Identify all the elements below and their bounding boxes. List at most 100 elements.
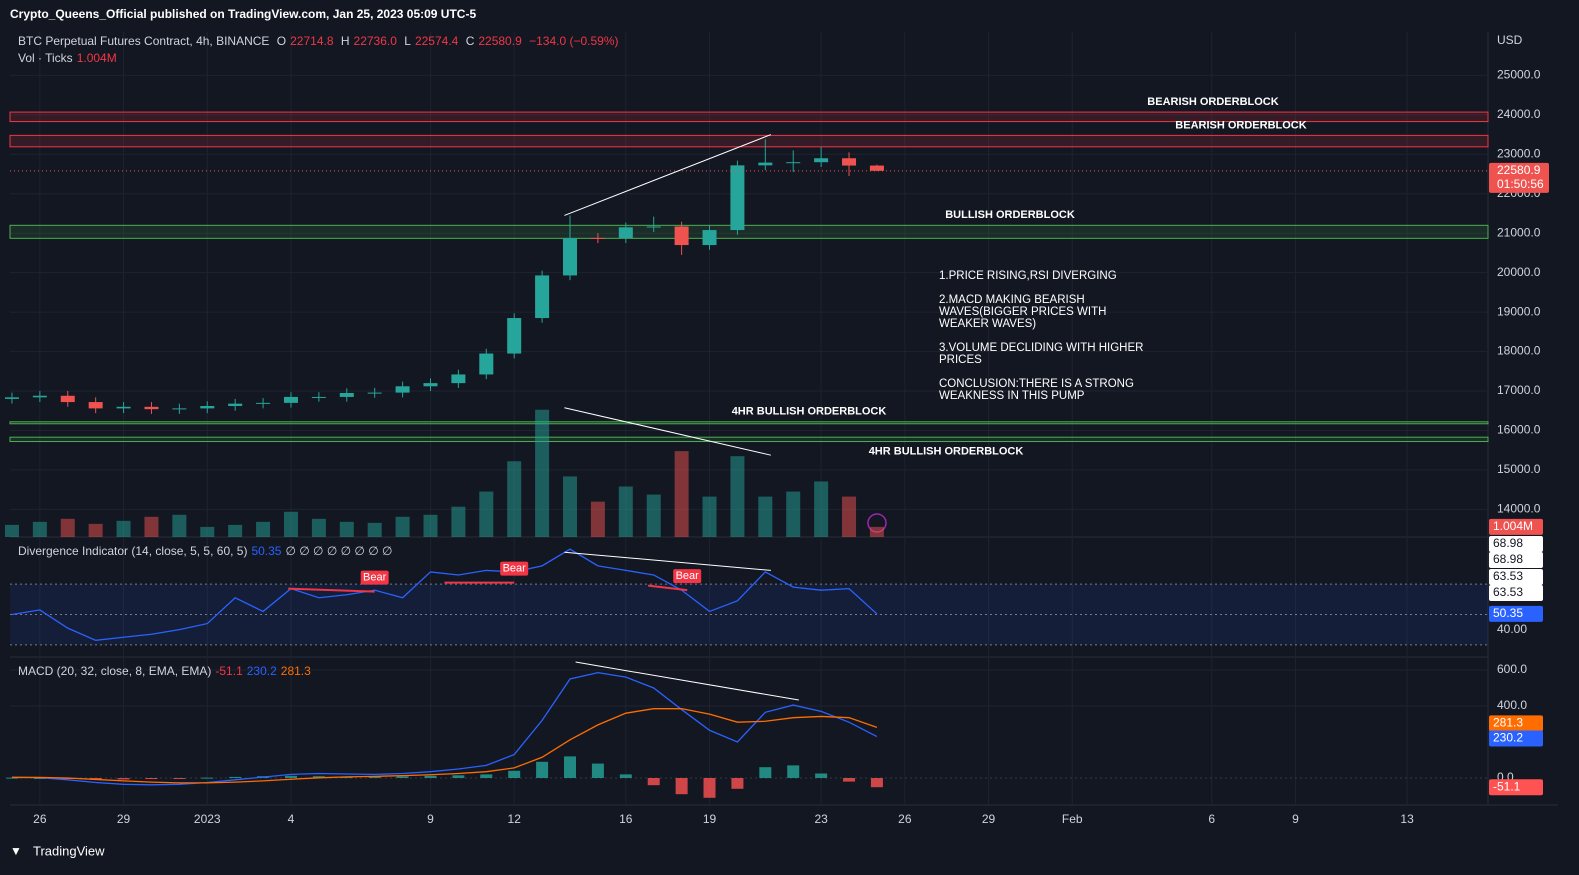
candle-body <box>507 318 522 354</box>
candle-body <box>451 374 466 384</box>
histogram-bar <box>229 776 242 778</box>
histogram-bar <box>480 774 493 778</box>
signal-value: 281.3 <box>280 664 311 678</box>
x-tick-label: 23 <box>814 812 828 826</box>
volume-bar <box>116 520 131 537</box>
current-value: 50.35 <box>1493 606 1523 620</box>
volume-bar <box>367 522 382 537</box>
orderblock <box>9 436 1489 443</box>
candle-body <box>869 165 884 171</box>
key: O <box>276 34 287 48</box>
price-label: 63.53 <box>1493 569 1523 583</box>
price-label-box <box>1489 569 1543 585</box>
volume-title: Vol · Ticks <box>18 51 73 65</box>
volume-bar <box>646 494 661 537</box>
volume-bar <box>869 526 884 537</box>
histogram-label-box <box>1489 779 1543 796</box>
volume-bar <box>311 518 326 537</box>
volume-bar <box>395 516 410 537</box>
candle-body <box>256 402 271 404</box>
candle-body <box>172 408 187 410</box>
histogram-bar <box>284 775 297 778</box>
orderblock <box>9 111 1489 123</box>
candle-body <box>339 392 354 397</box>
price-label-box <box>1489 552 1543 568</box>
candle-body <box>116 406 131 409</box>
price-label: 68.98 <box>1493 552 1523 566</box>
histogram-bar <box>703 777 716 798</box>
volume-bar <box>786 491 801 537</box>
y-tick-label: 19000.0 <box>1497 304 1541 318</box>
brand-logo: ▼ <box>10 844 22 858</box>
volume-bar <box>423 514 438 537</box>
volume-bar <box>535 409 550 537</box>
x-tick-label: Feb <box>1062 812 1083 826</box>
x-tick-label: 9 <box>427 812 434 826</box>
price-box <box>1489 162 1549 193</box>
signal-box <box>673 569 702 584</box>
candle-body <box>674 226 689 246</box>
x-tick-label: 13 <box>1400 812 1414 826</box>
candle-body <box>590 237 605 239</box>
histogram-bar <box>675 777 688 795</box>
high: 22736.0 <box>353 34 397 48</box>
volume-bar <box>590 501 605 537</box>
histogram-bar <box>145 777 158 780</box>
histogram-label: -51.1 <box>1493 779 1521 793</box>
orderblock-label: BULLISH ORDERBLOCK <box>945 209 1075 221</box>
divergence-value: 50.35 <box>251 544 282 558</box>
histogram-bar <box>591 763 604 778</box>
orderblock <box>9 134 1489 148</box>
candle-body <box>842 158 857 166</box>
orderblock-label: 4HR BULLISH ORDERBLOCK <box>869 445 1024 457</box>
signal-box <box>360 570 389 585</box>
histogram-bar <box>787 765 800 778</box>
candle-body <box>814 158 829 163</box>
orderblock <box>9 421 1489 425</box>
key: H <box>340 34 350 48</box>
x-tick-label: 9 <box>1292 812 1299 826</box>
y-tick-label: 40.00 <box>1497 622 1527 636</box>
volume-bar <box>618 486 633 537</box>
price-label: 68.98 <box>1493 536 1523 550</box>
candle-body <box>4 397 19 399</box>
note: 1.PRICE RISING,RSI DIVERGING <box>939 270 1117 282</box>
volume-bar <box>60 518 75 537</box>
note: 2.MACD MAKING BEARISH WAVES(BIGGER PRICE… <box>939 294 1107 330</box>
trendline <box>575 661 799 701</box>
histogram-bar <box>619 774 632 778</box>
divergence-legend: Divergence Indicator (14, close, 5, 5, 6… <box>18 544 396 558</box>
orderblock-label: BEARISH ORDERBLOCK <box>1175 119 1306 131</box>
volume-bar <box>172 514 187 537</box>
volume-bar <box>32 521 47 537</box>
volume-bar <box>479 491 494 537</box>
histogram-bar <box>870 777 883 788</box>
volume-bar <box>4 524 19 537</box>
histogram-value: -51.1 <box>215 664 243 678</box>
price-label-box <box>1489 536 1543 552</box>
x-tick-label: 6 <box>1208 812 1215 826</box>
volume-bar <box>563 476 578 537</box>
x-tick-label: 2023 <box>194 812 221 826</box>
y-tick-label: 21000.0 <box>1497 225 1541 239</box>
countdown: 01:50:56 <box>1497 177 1544 191</box>
volume-value: 1.004M <box>76 51 117 65</box>
y-tick-label: 24000.0 <box>1497 107 1541 121</box>
signal-label: Bear <box>363 572 387 584</box>
histogram-bar <box>117 777 130 780</box>
y-tick-label: 20000.0 <box>1497 265 1541 279</box>
histogram-bar <box>452 775 465 778</box>
volume-bar <box>758 496 773 537</box>
macd-value: 230.2 <box>246 664 277 678</box>
signal-line <box>288 587 375 593</box>
volume-bar <box>283 511 298 537</box>
volume-bar <box>88 523 103 537</box>
candle-body <box>200 406 215 409</box>
key: C <box>465 34 475 48</box>
histogram-bar <box>647 777 660 786</box>
histogram-bar <box>564 756 577 778</box>
change: −134.0 (−0.59%) <box>529 34 619 48</box>
histogram-bar <box>173 777 186 779</box>
candle-body <box>283 396 298 403</box>
y-tick-label: 23000.0 <box>1497 146 1541 160</box>
